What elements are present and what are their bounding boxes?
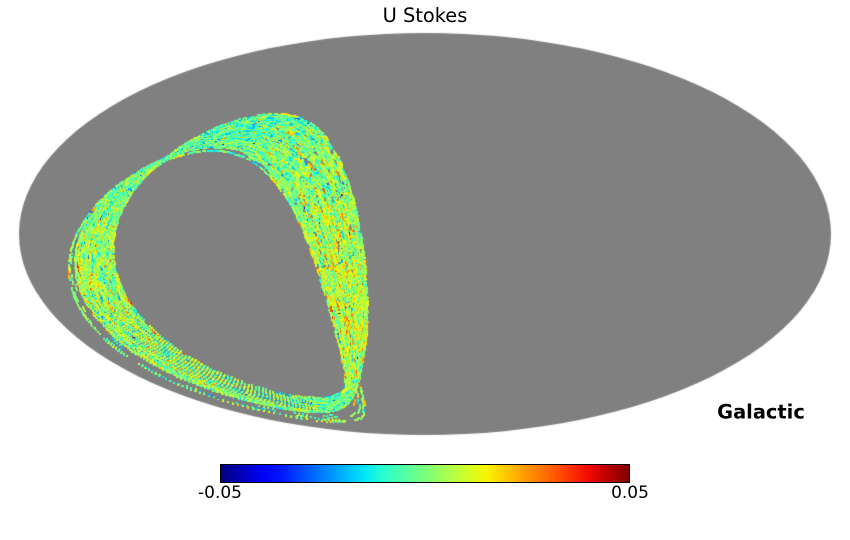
colorbar	[220, 464, 630, 483]
colorbar-max-label: 0.05	[611, 483, 649, 503]
coordinate-system-label: Galactic	[717, 400, 805, 424]
colorbar-min-label: -0.05	[198, 483, 242, 503]
